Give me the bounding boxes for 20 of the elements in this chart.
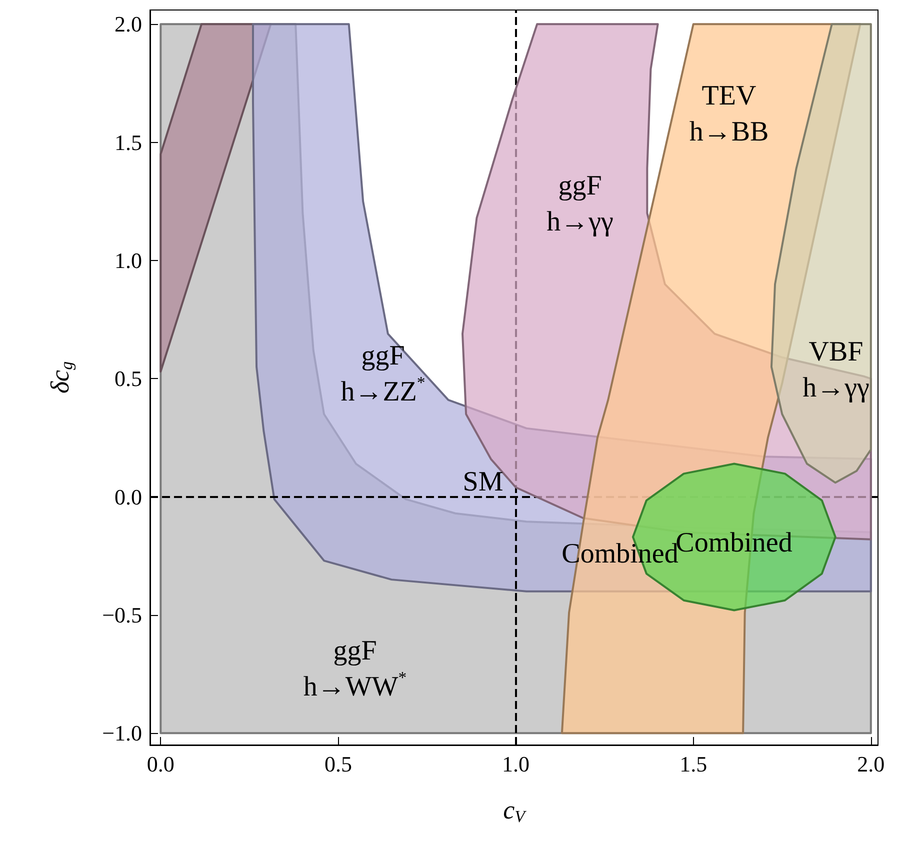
x-tick-label: 0.5 [324,752,352,776]
y-tick-label: 1.5 [114,130,142,155]
y-tick-label: −1.0 [102,720,142,746]
x-tick-label: 1.0 [502,752,530,776]
x-tick-label: 0.0 [146,752,174,776]
y-tick-label: 2.0 [114,12,142,37]
annotation: ggF h→ZZ* [340,340,426,408]
y-tick-label: 0.0 [114,484,142,510]
x-tick-label: 1.5 [680,752,708,776]
y-tick-label: −0.5 [102,602,142,628]
annotation: SM [462,466,504,498]
y-tick-label: 0.5 [114,366,142,392]
annotation: ggF h→WW* [303,636,407,702]
y-tick-label: 1.0 [114,248,142,274]
annotation: Combined [676,528,792,558]
y-axis-title: δcg [46,361,76,394]
annotation: TEV h→BB [689,80,769,148]
annotation: ggF h→γγ [546,170,614,238]
x-tick-label: 2.0 [857,752,885,776]
annotation: VBF h→γγ [802,336,870,404]
